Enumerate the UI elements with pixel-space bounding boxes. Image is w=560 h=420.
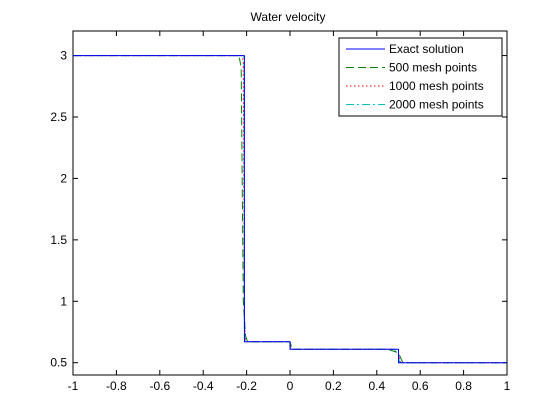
series-line-0 xyxy=(73,55,507,364)
series-lines xyxy=(73,55,507,364)
x-tick-label: -0.2 xyxy=(236,379,257,393)
axis-ticks: -1 -0.8 -0.6 -0.4 -0.2 0 0.2 0.4 0.6 0.8 1 0.5 1 1.5 2… xyxy=(50,31,511,393)
x-tick-label: 0.8 xyxy=(455,379,472,393)
y-tick-label: 1 xyxy=(60,294,67,308)
legend-label-1: 500 mesh points xyxy=(389,61,477,75)
legend-label-0: Exact solution xyxy=(389,42,464,56)
chart-title: Water velocity xyxy=(251,10,326,24)
legend-label-2: 1000 mesh points xyxy=(389,79,484,93)
y-tick-label: 0.5 xyxy=(50,356,67,370)
y-tick-label: 3 xyxy=(60,49,67,63)
legend-box xyxy=(338,37,503,117)
legend: Exact solution 500 mesh points 1000 mesh p… xyxy=(338,37,503,117)
x-tick-label: -0.4 xyxy=(193,379,214,393)
x-tick-label: 0 xyxy=(287,379,294,393)
y-tick-label: 2.5 xyxy=(50,110,67,124)
x-tick-label: 0.2 xyxy=(325,379,342,393)
y-tick-label: 1.5 xyxy=(50,233,67,247)
x-tick-label: -1 xyxy=(68,379,79,393)
legend-label-3: 2000 mesh points xyxy=(389,98,484,112)
x-tick-label: 0.4 xyxy=(368,379,385,393)
x-tick-label: 0.6 xyxy=(412,379,429,393)
x-tick-label: -0.8 xyxy=(106,379,127,393)
x-tick-label: 1 xyxy=(504,379,511,393)
y-tick-label: 2 xyxy=(60,171,67,185)
x-tick-label: -0.6 xyxy=(149,379,170,393)
